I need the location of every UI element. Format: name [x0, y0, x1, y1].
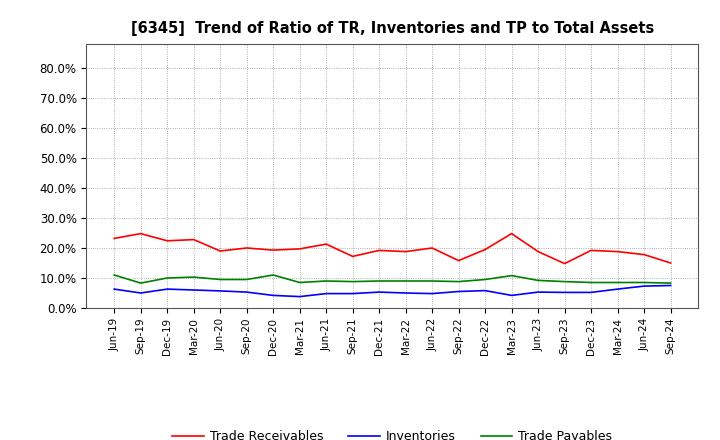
Trade Receivables [269, 247, 277, 253]
Trade Receivables [110, 236, 119, 241]
Inventories [243, 290, 251, 295]
Trade Receivables [322, 242, 330, 247]
Trade Payables [295, 280, 304, 285]
Inventories [295, 294, 304, 299]
Line: Trade Payables: Trade Payables [114, 275, 670, 283]
Trade Receivables [481, 247, 490, 252]
Trade Receivables [348, 254, 357, 259]
Line: Inventories: Inventories [114, 286, 670, 297]
Inventories [375, 290, 384, 295]
Trade Receivables [428, 246, 436, 251]
Trade Receivables [640, 252, 649, 257]
Inventories [189, 287, 198, 293]
Trade Receivables [189, 237, 198, 242]
Inventories [163, 286, 171, 292]
Trade Receivables [613, 249, 622, 254]
Trade Receivables [534, 249, 542, 254]
Trade Payables [640, 280, 649, 285]
Inventories [587, 290, 595, 295]
Inventories [454, 289, 463, 294]
Trade Payables [454, 279, 463, 284]
Trade Payables [560, 279, 569, 284]
Trade Payables [136, 280, 145, 286]
Trade Payables [163, 275, 171, 281]
Trade Payables [401, 279, 410, 284]
Trade Payables [216, 277, 225, 282]
Inventories [534, 290, 542, 295]
Trade Receivables [587, 248, 595, 253]
Trade Receivables [454, 258, 463, 263]
Inventories [508, 293, 516, 298]
Inventories [401, 290, 410, 296]
Trade Receivables [560, 261, 569, 266]
Trade Payables [189, 275, 198, 280]
Inventories [560, 290, 569, 295]
Trade Payables [481, 277, 490, 282]
Trade Receivables [163, 238, 171, 243]
Trade Payables [375, 279, 384, 284]
Trade Payables [508, 273, 516, 278]
Trade Payables [243, 277, 251, 282]
Trade Receivables [508, 231, 516, 236]
Inventories [613, 286, 622, 292]
Trade Payables [613, 280, 622, 285]
Trade Receivables [243, 246, 251, 251]
Line: Trade Receivables: Trade Receivables [114, 234, 670, 264]
Trade Payables [534, 278, 542, 283]
Inventories [348, 291, 357, 296]
Trade Payables [428, 279, 436, 284]
Trade Payables [269, 272, 277, 278]
Inventories [481, 288, 490, 293]
Trade Receivables [375, 248, 384, 253]
Trade Payables [348, 279, 357, 284]
Inventories [322, 291, 330, 296]
Legend: Trade Receivables, Inventories, Trade Payables: Trade Receivables, Inventories, Trade Pa… [168, 425, 617, 440]
Inventories [428, 291, 436, 296]
Inventories [110, 286, 119, 292]
Trade Payables [587, 280, 595, 285]
Trade Payables [666, 280, 675, 286]
Inventories [216, 288, 225, 293]
Trade Receivables [401, 249, 410, 254]
Inventories [269, 293, 277, 298]
Trade Receivables [666, 260, 675, 266]
Trade Payables [322, 279, 330, 284]
Title: [6345]  Trend of Ratio of TR, Inventories and TP to Total Assets: [6345] Trend of Ratio of TR, Inventories… [131, 21, 654, 36]
Inventories [666, 283, 675, 288]
Trade Receivables [136, 231, 145, 236]
Trade Receivables [295, 246, 304, 252]
Inventories [136, 290, 145, 296]
Trade Payables [110, 272, 119, 278]
Inventories [640, 283, 649, 289]
Trade Receivables [216, 248, 225, 253]
